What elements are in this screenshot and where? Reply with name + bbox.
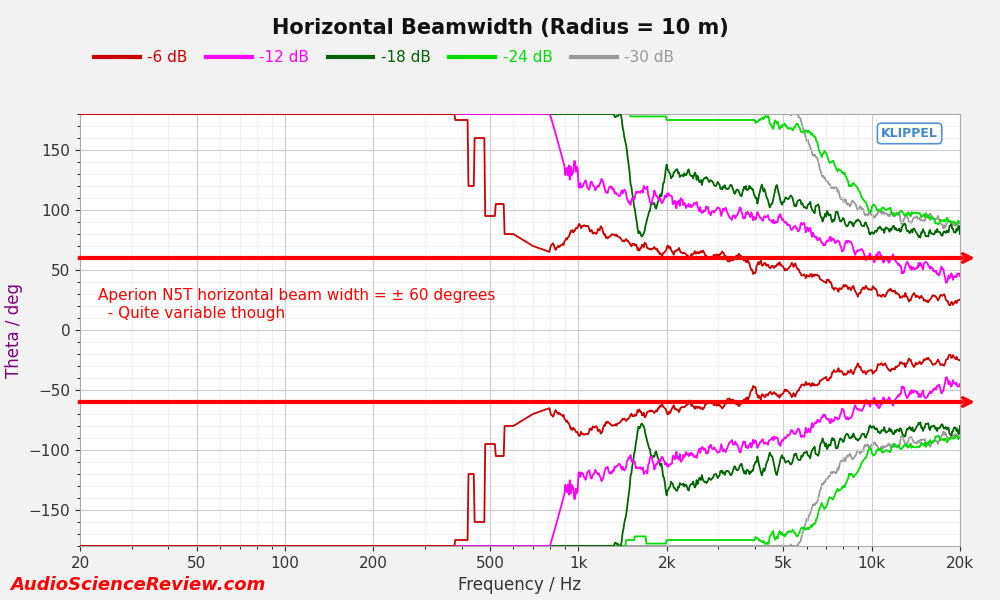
- Text: Horizontal Beamwidth (Radius = 10 m): Horizontal Beamwidth (Radius = 10 m): [272, 18, 728, 38]
- Y-axis label: Theta / deg: Theta / deg: [5, 283, 23, 377]
- Legend: -6 dB, -12 dB, -18 dB, -24 dB, -30 dB: -6 dB, -12 dB, -18 dB, -24 dB, -30 dB: [88, 44, 681, 71]
- X-axis label: Frequency / Hz: Frequency / Hz: [458, 576, 582, 594]
- Text: AudioScienceReview.com: AudioScienceReview.com: [10, 576, 265, 594]
- Text: - Quite variable though: - Quite variable though: [98, 306, 285, 321]
- Text: Aperion N5T horizontal beam width = ± 60 degrees: Aperion N5T horizontal beam width = ± 60…: [98, 288, 495, 303]
- Text: KLIPPEL: KLIPPEL: [881, 127, 938, 140]
